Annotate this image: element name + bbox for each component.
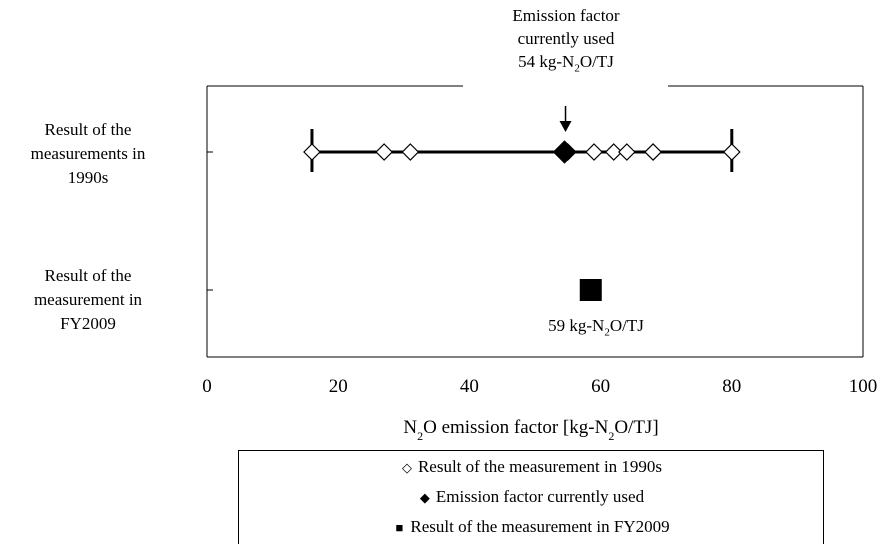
legend: ◇ Result of the measurement in 1990s ◆ Emi…: [238, 450, 824, 544]
x-tick-label: 20: [329, 376, 348, 397]
x-tick-label: 40: [460, 376, 479, 397]
x-axis-label-part: 2: [608, 429, 614, 443]
fy2009-value-label: 59 kg-N2O/TJ: [496, 314, 696, 344]
x-tick-label: 80: [722, 376, 741, 397]
x-axis-label-part: N: [403, 417, 417, 438]
legend-item-1990s: ◇ Result of the measurement in 1990s: [239, 455, 823, 479]
callout-value-part: O/TJ: [579, 52, 614, 71]
data-point-1990s: [585, 143, 603, 161]
y-category-label-fy2009: Result of the measurement in FY2009: [0, 264, 188, 336]
filled-diamond-icon: ◆: [419, 490, 430, 505]
legend-label: Result of the measurement in 1990s: [417, 457, 663, 476]
y-category-label-line: Result of the: [44, 266, 132, 285]
callout-value-sub: 2: [574, 62, 580, 75]
x-axis-label-part: 2: [417, 429, 423, 443]
filled-square-icon: ■: [395, 520, 404, 535]
y-category-label-line: 1990s: [67, 168, 109, 187]
x-tick-label: 0: [202, 376, 212, 397]
callout-value-part: 54 kg-N: [518, 52, 575, 71]
data-point-1990s: [401, 143, 420, 161]
data-point-1990s: [604, 143, 623, 161]
callout-arrow-head: [559, 121, 572, 132]
current-factor-callout: Emission factor currently used 54 kg-N2O…: [466, 4, 666, 80]
data-point-fy2009: [579, 279, 602, 301]
x-tick-label: 100: [849, 376, 878, 397]
legend-item-fy2009: ■ Result of the measurement in FY2009: [239, 515, 823, 539]
callout-value: 54 kg-N2O/TJ: [466, 50, 666, 80]
y-category-label-line: Result of the: [44, 120, 132, 139]
callout-line: Emission factor: [512, 6, 620, 25]
data-point-1990s: [375, 143, 393, 161]
x-axis-label-part: O emission factor [kg-N: [423, 417, 608, 438]
x-tick-label: 60: [591, 376, 610, 397]
open-diamond-icon: ◇: [401, 460, 412, 475]
legend-label: Result of the measurement in FY2009: [410, 517, 670, 536]
x-axis-label-part: O/TJ]: [614, 417, 658, 438]
legend-item-current-factor: ◆ Emission factor currently used: [239, 485, 823, 509]
data-point-1990s: [722, 143, 741, 161]
y-category-label-line: FY2009: [60, 314, 116, 333]
data-point-1990s: [617, 143, 636, 161]
y-category-label-line: measurements in: [30, 144, 146, 163]
x-axis-label: N2O emission factor [kg-N2O/TJ]: [403, 417, 658, 443]
fy2009-value-part: 59 kg-N: [548, 316, 605, 335]
legend-label: Emission factor currently used: [435, 487, 645, 506]
y-category-label-line: measurement in: [33, 290, 143, 309]
y-category-label-1990s: Result of the measurements in 1990s: [0, 118, 188, 190]
callout-line: currently used: [517, 29, 615, 48]
fy2009-value-part: O/TJ: [609, 316, 644, 335]
data-point-1990s: [303, 143, 321, 161]
data-point-1990s: [644, 143, 662, 161]
data-point-current-factor: [552, 140, 577, 164]
fy2009-value-sub: 2: [604, 326, 610, 339]
